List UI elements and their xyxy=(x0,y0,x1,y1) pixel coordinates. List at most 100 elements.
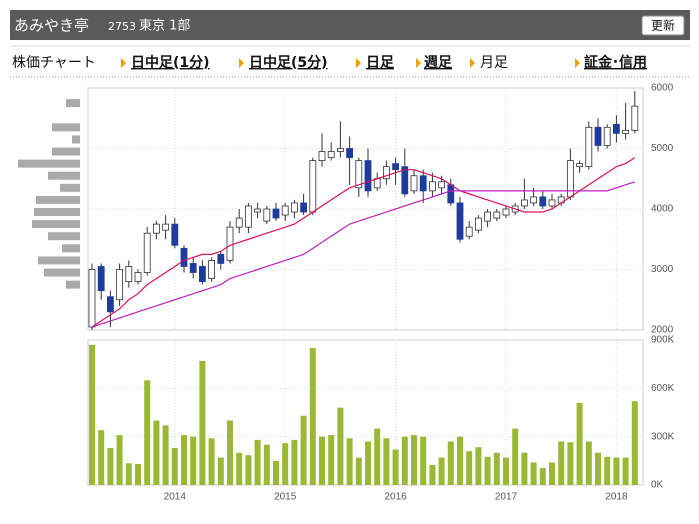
volume-bar xyxy=(208,438,215,485)
candle-body xyxy=(254,208,262,213)
volume-bar xyxy=(585,441,592,485)
volume-bar xyxy=(420,436,427,485)
candle-body xyxy=(373,178,381,189)
volume-bar xyxy=(558,441,565,485)
volume-profile-bar xyxy=(72,135,80,144)
volume-profile-bar xyxy=(48,232,80,241)
y-tick-label: 900K xyxy=(651,335,675,346)
refresh-label[interactable]: 更新 xyxy=(651,18,675,33)
volume-bar xyxy=(199,360,206,485)
volume-bar xyxy=(530,462,537,485)
volume-bar xyxy=(365,441,371,485)
volume-bar xyxy=(291,439,298,485)
volume-bar xyxy=(337,407,344,485)
volume-profile-bar xyxy=(52,147,80,156)
volume-bar xyxy=(567,442,574,485)
arrow xyxy=(575,58,580,68)
volume-bar xyxy=(98,430,105,485)
tab[interactable]: 週足 xyxy=(424,55,453,71)
candle-body xyxy=(364,160,372,192)
candle-body xyxy=(493,211,501,219)
y-tick-label: 3000 xyxy=(651,264,674,275)
volume-bar xyxy=(254,439,261,485)
candle-body xyxy=(143,232,151,273)
candle-body xyxy=(521,199,528,207)
candle-body xyxy=(401,166,409,195)
volume-bar xyxy=(107,447,114,485)
tab[interactable]: 日足 xyxy=(366,55,395,71)
candle-body xyxy=(134,272,142,282)
volume-bar xyxy=(604,456,611,485)
stock-name: あみやき亭 xyxy=(14,17,89,35)
volume-bar xyxy=(171,447,178,485)
volume-profile-bar xyxy=(60,183,80,192)
y-tick-label: 2000 xyxy=(651,325,674,336)
volume-bar xyxy=(411,435,417,485)
candle-body xyxy=(613,123,620,134)
candle-body xyxy=(272,208,280,219)
candle-body xyxy=(419,175,427,192)
candle-body xyxy=(428,181,436,192)
volume-bar xyxy=(181,435,187,485)
candle-body xyxy=(171,223,179,246)
candle-body xyxy=(576,163,583,168)
candle-body xyxy=(125,266,133,283)
volume-profile-bar xyxy=(36,195,80,204)
candle-body xyxy=(567,160,574,198)
candle-body xyxy=(456,202,464,240)
candle-body xyxy=(410,175,418,192)
candle-body xyxy=(631,105,639,131)
volume-profile-bar xyxy=(32,220,80,229)
candle-body xyxy=(622,129,629,134)
volume-bar xyxy=(227,420,233,485)
volume-bar xyxy=(457,436,463,485)
candle-body xyxy=(318,151,326,161)
volume-bar xyxy=(162,425,169,485)
volume-bar xyxy=(245,455,252,485)
candle-body xyxy=(290,202,298,213)
volume-profile-bar xyxy=(62,244,80,253)
volume-bar xyxy=(392,449,399,485)
volume-profile-bar xyxy=(38,256,80,265)
y-tick-label: 0K xyxy=(651,480,664,491)
candle-body xyxy=(162,223,170,231)
arrow xyxy=(416,58,421,68)
y-tick-label: 600K xyxy=(651,383,675,394)
volume-bar xyxy=(622,457,629,485)
candle-body xyxy=(198,266,206,283)
candle-body xyxy=(208,260,216,279)
candle-body xyxy=(502,208,510,216)
candle-body xyxy=(263,208,271,222)
candle-body xyxy=(484,211,492,222)
tab[interactable]: 証金･信用 xyxy=(584,54,647,71)
volume-bar xyxy=(273,460,279,485)
volume-bar xyxy=(576,402,583,485)
tab[interactable]: 日中足(5分) xyxy=(249,54,328,71)
volume-profile-bar xyxy=(48,171,80,180)
candle-body xyxy=(235,217,243,228)
tab[interactable]: 日中足(1分) xyxy=(131,54,210,71)
moving-average xyxy=(91,157,636,328)
volume-bar xyxy=(263,444,270,485)
x-tick-label: 2016 xyxy=(384,492,407,503)
volume-bar xyxy=(374,428,381,485)
candle-body xyxy=(336,148,344,152)
arrow xyxy=(356,58,361,68)
volume-bar xyxy=(512,428,519,485)
candle-body xyxy=(355,160,363,189)
refresh-button[interactable] xyxy=(641,15,685,36)
arrow xyxy=(121,58,126,68)
x-tick-label: 2018 xyxy=(605,492,628,503)
volume-profile-bar xyxy=(18,159,80,168)
stock-code: 2753 xyxy=(108,20,136,33)
arrow xyxy=(239,58,244,68)
arrow xyxy=(470,58,475,68)
candle-body xyxy=(189,263,197,273)
volume-bar xyxy=(116,435,123,485)
volume-bar xyxy=(135,464,141,485)
x-tick-label: 2017 xyxy=(495,492,518,503)
volume-bar xyxy=(300,415,307,485)
candle-body xyxy=(438,181,446,189)
y-tick-label: 300K xyxy=(651,431,675,442)
